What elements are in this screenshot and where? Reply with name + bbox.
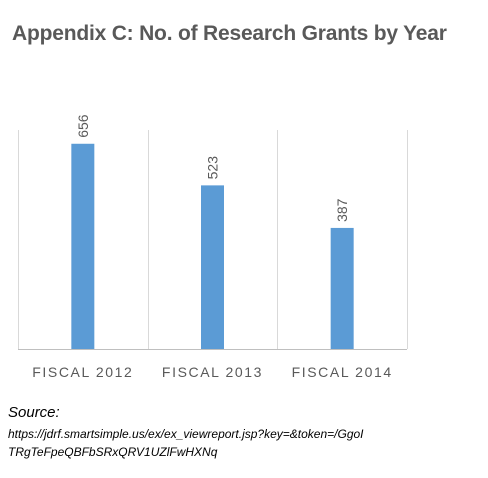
chart-bars: [71, 143, 354, 349]
data-label: 523: [205, 156, 221, 180]
bar-fiscal-2014: [330, 227, 354, 349]
category-label: FISCAL 2012: [32, 364, 133, 380]
chart-data-labels: 656 523 387: [75, 114, 350, 222]
source-url-line-1: https://jdrf.smartsimple.us/ex/ex_viewre…: [8, 427, 364, 441]
data-label: 656: [75, 114, 91, 138]
data-label: 387: [334, 198, 350, 222]
chart-grid: [18, 130, 408, 350]
category-label: FISCAL 2013: [162, 364, 263, 380]
chart-category-labels: FISCAL 2012 FISCAL 2013 FISCAL 2014: [32, 364, 393, 380]
source-block: Source: https://jdrf.smartsimple.us/ex/e…: [8, 404, 364, 461]
chart-title: Appendix C: No. of Research Grants by Ye…: [12, 22, 447, 45]
source-label: Source:: [8, 404, 60, 421]
source-url-line-2: TRgTeFpeQBFbSRxQRV1UZlFwHXNq: [8, 445, 218, 459]
bar-fiscal-2012: [71, 143, 95, 349]
category-label: FISCAL 2014: [292, 364, 393, 380]
bar-fiscal-2013: [201, 185, 224, 349]
